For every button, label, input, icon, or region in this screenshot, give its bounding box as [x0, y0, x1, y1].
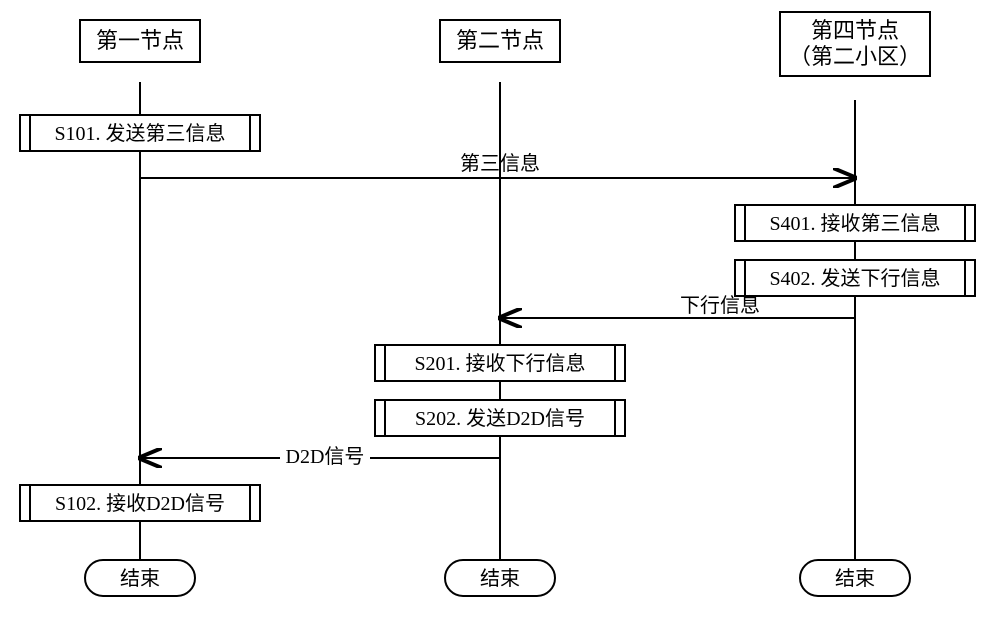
- message-third-info: 第三信息: [140, 152, 855, 178]
- node-label-2-top: 第四节点: [811, 18, 899, 43]
- step-s102-label: S102. 接收D2D信号: [55, 492, 225, 515]
- node-header-0: 第一节点: [80, 20, 200, 62]
- end-2-label: 结束: [835, 567, 875, 590]
- step-s101: S101. 发送第三信息: [20, 115, 260, 151]
- end-2: 结束: [800, 560, 910, 596]
- node-header-2: 第四节点 （第二小区）: [780, 12, 930, 76]
- step-s101-label: S101. 发送第三信息: [54, 122, 225, 145]
- step-s202-label: S202. 发送D2D信号: [415, 407, 585, 430]
- message-d2d-label: D2D信号: [286, 445, 365, 468]
- end-0-label: 结束: [120, 567, 160, 590]
- step-s401: S401. 接收第三信息: [735, 205, 975, 241]
- step-s201-label: S201. 接收下行信息: [414, 352, 585, 375]
- step-s401-label: S401. 接收第三信息: [769, 212, 940, 235]
- step-s402: S402. 发送下行信息: [735, 260, 975, 296]
- message-third-info-label: 第三信息: [460, 152, 540, 175]
- step-s202: S202. 发送D2D信号: [375, 400, 625, 436]
- step-s402-label: S402. 发送下行信息: [769, 267, 940, 290]
- node-label-2-bottom: （第二小区）: [789, 44, 921, 69]
- node-label-0: 第一节点: [96, 28, 184, 53]
- end-0: 结束: [85, 560, 195, 596]
- message-d2d: D2D信号: [140, 444, 500, 468]
- message-downlink: 下行信息: [500, 294, 855, 318]
- node-header-1: 第二节点: [440, 20, 560, 62]
- end-1: 结束: [445, 560, 555, 596]
- step-s201: S201. 接收下行信息: [375, 345, 625, 381]
- end-1-label: 结束: [480, 567, 520, 590]
- message-downlink-label: 下行信息: [680, 294, 760, 317]
- node-label-1: 第二节点: [456, 28, 544, 53]
- step-s102: S102. 接收D2D信号: [20, 485, 260, 521]
